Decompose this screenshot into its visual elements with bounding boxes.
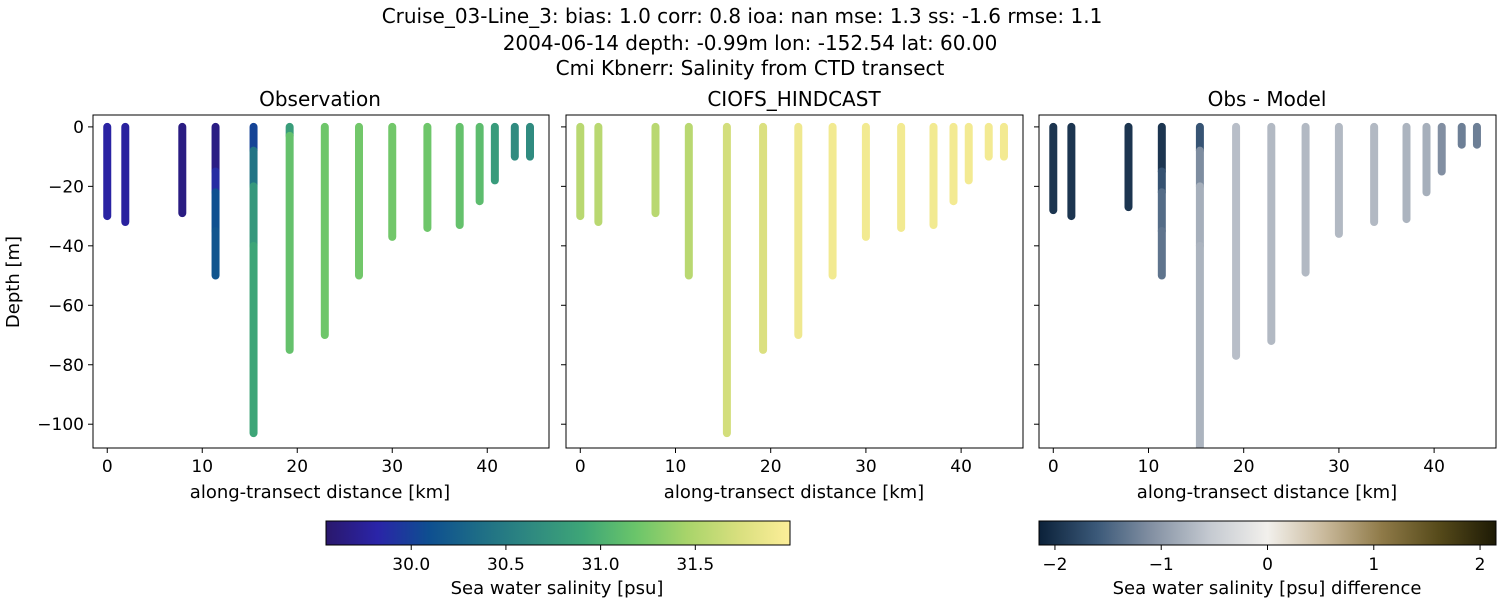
observation-x-tick-label: 40 bbox=[476, 457, 498, 477]
difference-colorbar-label: Sea water salinity [psu] difference bbox=[1113, 578, 1422, 599]
observation-y-tick-label: −60 bbox=[48, 296, 84, 316]
observation-x-axis-label: along-transect distance [km] bbox=[190, 482, 450, 503]
salinity-colorbar: 30.0 30.5 31.0 31.5 Sea water salinity [psu… bbox=[325, 520, 791, 599]
difference-x-tick-label: 20 bbox=[1233, 457, 1255, 477]
salinity-colorbar-tick-label: 30.0 bbox=[392, 555, 430, 575]
observation-x-tick-label: 0 bbox=[102, 457, 113, 477]
difference-x-tick-label: 0 bbox=[1048, 457, 1059, 477]
model-panel: CIOFS_HINDCAST 0 10 20 30 40 along-transect … bbox=[561, 87, 1024, 503]
difference-panel-title: Obs - Model bbox=[1208, 87, 1327, 111]
difference-x-tick-label: 30 bbox=[1328, 457, 1350, 477]
difference-x-tick-label: 40 bbox=[1423, 457, 1445, 477]
salinity-colorbar-gradient bbox=[325, 520, 791, 546]
observation-y-tick-label: −80 bbox=[48, 356, 84, 376]
model-plot-frame bbox=[565, 114, 1024, 449]
difference-panel: Obs - Model 0 10 20 30 40 along-transect dis… bbox=[1034, 87, 1497, 503]
observation-x-tick-label: 30 bbox=[381, 457, 403, 477]
observation-panel: Observation 0 10 20 30 40 0−20−40−60−80−100 … bbox=[3, 87, 550, 503]
observation-x-tick-label: 20 bbox=[286, 457, 308, 477]
model-x-axis-label: along-transect distance [km] bbox=[664, 482, 924, 503]
observation-y-tick-label: −40 bbox=[48, 237, 84, 257]
difference-colorbar-tick-label: −2 bbox=[1042, 555, 1067, 575]
difference-colorbar-tick-label: 2 bbox=[1475, 555, 1486, 575]
observation-y-tick-label: −100 bbox=[37, 415, 84, 435]
model-x-tick-label: 0 bbox=[575, 457, 586, 477]
difference-x-axis-label: along-transect distance [km] bbox=[1137, 482, 1397, 503]
model-x-tick-label: 30 bbox=[855, 457, 877, 477]
observation-plot-frame bbox=[92, 114, 550, 449]
header-title-line3: Cmi Kbnerr: Salinity from CTD transect bbox=[556, 56, 945, 80]
model-x-tick-label: 40 bbox=[950, 457, 972, 477]
salinity-colorbar-label: Sea water salinity [psu] bbox=[451, 578, 664, 599]
observation-y-axis-label: Depth [m] bbox=[3, 236, 24, 328]
observation-y-tick-label: 0 bbox=[73, 118, 84, 138]
difference-plot-frame bbox=[1038, 114, 1497, 449]
difference-colorbar-gradient bbox=[1038, 520, 1497, 546]
salinity-colorbar-tick-label: 31.0 bbox=[582, 555, 620, 575]
model-panel-title: CIOFS_HINDCAST bbox=[707, 87, 881, 111]
observation-panel-title: Observation bbox=[259, 87, 381, 111]
observation-x-tick-label: 10 bbox=[191, 457, 213, 477]
salinity-colorbar-tick-label: 30.5 bbox=[487, 555, 525, 575]
difference-colorbar-tick-label: 0 bbox=[1262, 555, 1273, 575]
model-x-tick-label: 10 bbox=[665, 457, 687, 477]
difference-colorbar-tick-label: −1 bbox=[1149, 555, 1174, 575]
difference-colorbar: −2 −1 0 1 2 Sea water salinity [psu] differe… bbox=[1038, 520, 1497, 599]
observation-y-tick-label: −20 bbox=[48, 177, 84, 197]
header-title-line2: 2004-06-14 depth: -0.99m lon: -152.54 la… bbox=[503, 31, 998, 55]
header-title-line1: Cruise_03-Line_3: bias: 1.0 corr: 0.8 io… bbox=[382, 4, 1103, 28]
difference-colorbar-tick-label: 1 bbox=[1368, 555, 1379, 575]
difference-x-tick-label: 10 bbox=[1138, 457, 1160, 477]
model-x-tick-label: 20 bbox=[760, 457, 782, 477]
salinity-colorbar-tick-label: 31.5 bbox=[676, 555, 714, 575]
